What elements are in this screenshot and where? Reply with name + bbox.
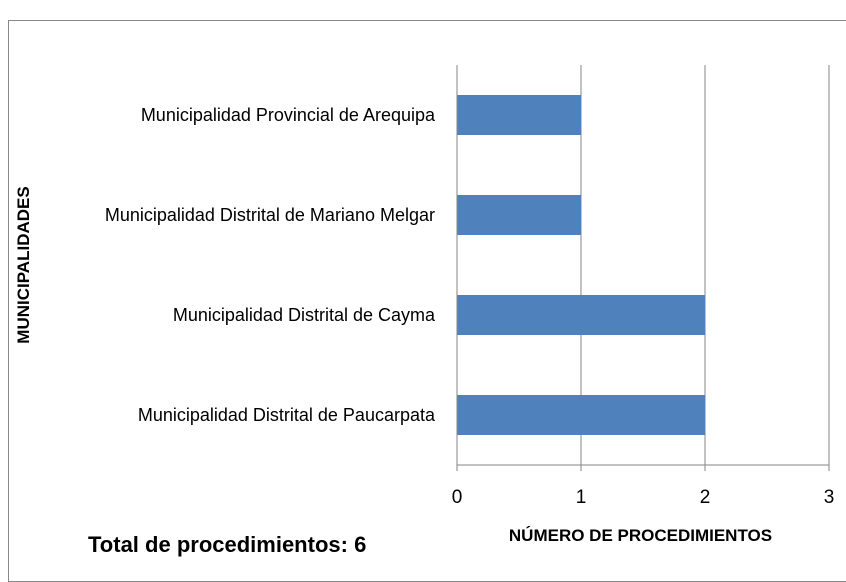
- bar: [457, 95, 581, 135]
- bar: [457, 395, 705, 435]
- y-tick-label: Municipalidad Distrital de Paucarpata: [137, 405, 435, 425]
- x-axis-label: NÚMERO DE PROCEDIMIENTOS: [508, 526, 773, 545]
- x-tick-label: 0: [452, 487, 463, 508]
- annotation: Total de procedimientos: 6: [88, 532, 367, 557]
- bar: [457, 295, 705, 335]
- y-tick-label: Municipalidad Provincial de Arequipa: [140, 105, 435, 125]
- x-tick-label: 1: [576, 487, 587, 508]
- x-tick-label: 3: [824, 487, 835, 508]
- y-tick-label: Municipalidad Distrital de Cayma: [172, 305, 435, 325]
- bar: [457, 195, 581, 235]
- x-tick-label: 2: [700, 487, 711, 508]
- y-axis-label: MUNICIPALIDADES: [14, 186, 33, 344]
- y-tick-label: Municipalidad Distrital de Mariano Melga…: [104, 205, 435, 225]
